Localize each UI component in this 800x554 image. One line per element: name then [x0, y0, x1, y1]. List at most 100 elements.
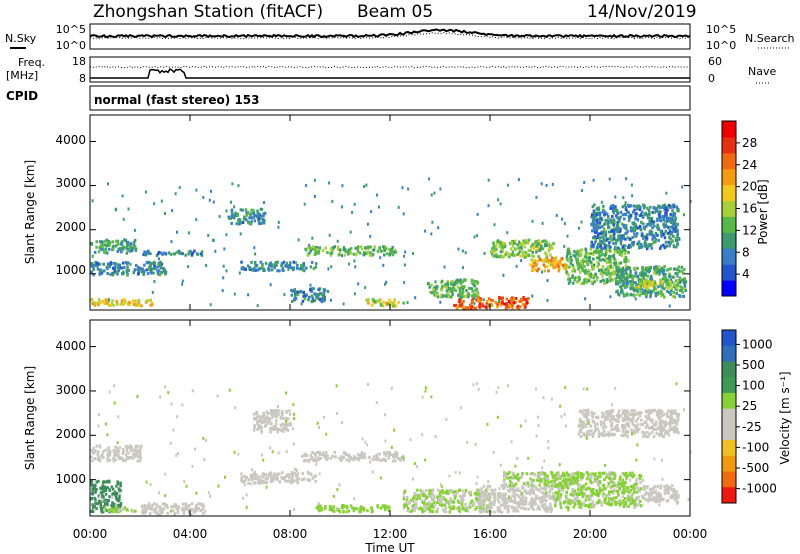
heatmap-cell — [646, 216, 650, 220]
heatmap-cell — [614, 427, 618, 431]
heatmap-cell — [439, 490, 442, 494]
heatmap-cell — [522, 296, 525, 299]
heatmap-cell — [106, 499, 110, 502]
heatmap-cell — [621, 283, 625, 287]
heatmap-cell — [675, 288, 679, 292]
heatmap-cell — [665, 412, 669, 416]
heatmap-cell — [451, 500, 454, 504]
heatmap-cell — [659, 429, 662, 433]
heatmap-cell — [497, 198, 500, 202]
heatmap-cell — [151, 503, 154, 507]
heatmap-cell — [469, 303, 472, 307]
heatmap-cell — [480, 487, 483, 491]
heatmap-cell — [593, 250, 596, 254]
heatmap-cell — [403, 254, 406, 258]
heatmap-cell — [546, 477, 549, 480]
heatmap-cell — [186, 504, 189, 508]
heatmap-cell — [621, 471, 624, 475]
heatmap-cell — [280, 412, 284, 416]
heatmap-cell — [613, 208, 617, 212]
heatmap-cell — [539, 480, 543, 483]
heatmap-cell — [595, 415, 598, 419]
heatmap-cell — [587, 279, 591, 283]
heatmap-cell — [341, 254, 343, 258]
heatmap-cell — [357, 453, 360, 457]
heatmap-cell — [619, 475, 622, 479]
heatmap-cell — [489, 298, 493, 302]
heatmap-cell — [622, 505, 626, 509]
heatmap-cell — [391, 253, 395, 257]
heatmap-cell — [482, 298, 485, 302]
heatmap-cell — [592, 263, 596, 267]
heatmap-cell — [520, 297, 523, 301]
heatmap-cell — [616, 221, 619, 224]
heatmap-cell — [578, 492, 582, 495]
heatmap-cell — [108, 488, 111, 492]
heatmap-cell — [576, 496, 579, 500]
heatmap-cell — [467, 295, 470, 299]
heatmap-cell — [675, 286, 679, 290]
heatmap-cell — [608, 491, 611, 495]
heatmap-cell — [503, 494, 507, 498]
heatmap-cell — [281, 416, 285, 420]
heatmap-cell — [315, 248, 319, 251]
heatmap-cell — [116, 498, 119, 502]
heatmap-cell — [633, 208, 636, 212]
heatmap-cell — [190, 251, 193, 255]
heatmap-cell — [451, 279, 454, 283]
heatmap-cell — [513, 495, 516, 499]
heatmap-cell — [139, 454, 142, 458]
heatmap-cell — [115, 300, 118, 303]
heatmap-cell — [548, 495, 551, 499]
heatmap-cell — [664, 276, 668, 280]
heatmap-cell — [543, 269, 547, 273]
heatmap-cell — [433, 504, 437, 508]
heatmap-cell — [496, 305, 499, 309]
heatmap-cell — [642, 279, 645, 283]
heatmap-cell — [613, 432, 616, 436]
heatmap-cell — [138, 459, 142, 463]
heatmap-cell — [258, 419, 262, 423]
heatmap-cell — [155, 503, 158, 507]
heatmap-cell — [412, 503, 416, 507]
heatmap-cell — [672, 244, 675, 247]
heatmap-cell — [400, 456, 403, 460]
heatmap-cell — [598, 480, 602, 483]
heatmap-cell — [100, 269, 103, 273]
heatmap-cell — [287, 476, 291, 480]
heatmap-cell — [114, 451, 117, 455]
heatmap-cell — [640, 418, 643, 422]
heatmap-cell — [337, 253, 341, 257]
heatmap-cell — [273, 410, 277, 413]
heatmap-cell — [551, 485, 554, 489]
heatmap-cell — [579, 483, 582, 487]
heatmap-cell — [627, 250, 630, 254]
heatmap-cell — [140, 267, 143, 271]
heatmap-cell — [629, 244, 632, 248]
heatmap-cell — [511, 505, 514, 509]
heatmap-cell — [246, 264, 250, 268]
heatmap-cell — [164, 272, 167, 276]
heatmap-cell — [473, 501, 476, 505]
heatmap-cell — [658, 433, 661, 437]
heatmap-cell — [611, 266, 614, 270]
heatmap-cell — [573, 489, 577, 493]
heatmap-cell — [660, 423, 663, 427]
heatmap-cell — [448, 286, 451, 290]
heatmap-cell — [142, 511, 146, 515]
heatmap-cell — [470, 305, 474, 308]
heatmap-cell — [611, 204, 614, 207]
heatmap-cell — [660, 289, 663, 293]
heatmap-cell — [589, 487, 592, 491]
heatmap-cell — [621, 266, 625, 270]
heatmap-cell — [629, 495, 632, 499]
heatmap-cell — [609, 245, 612, 249]
heatmap-cell — [263, 201, 265, 204]
heatmap-cell — [108, 241, 112, 245]
heatmap-cell — [674, 239, 678, 243]
heatmap-cell — [646, 281, 649, 285]
heatmap-cell — [269, 264, 273, 268]
heatmap-cell — [515, 476, 518, 480]
heatmap-cell — [243, 474, 246, 478]
heatmap-cell — [460, 302, 464, 306]
